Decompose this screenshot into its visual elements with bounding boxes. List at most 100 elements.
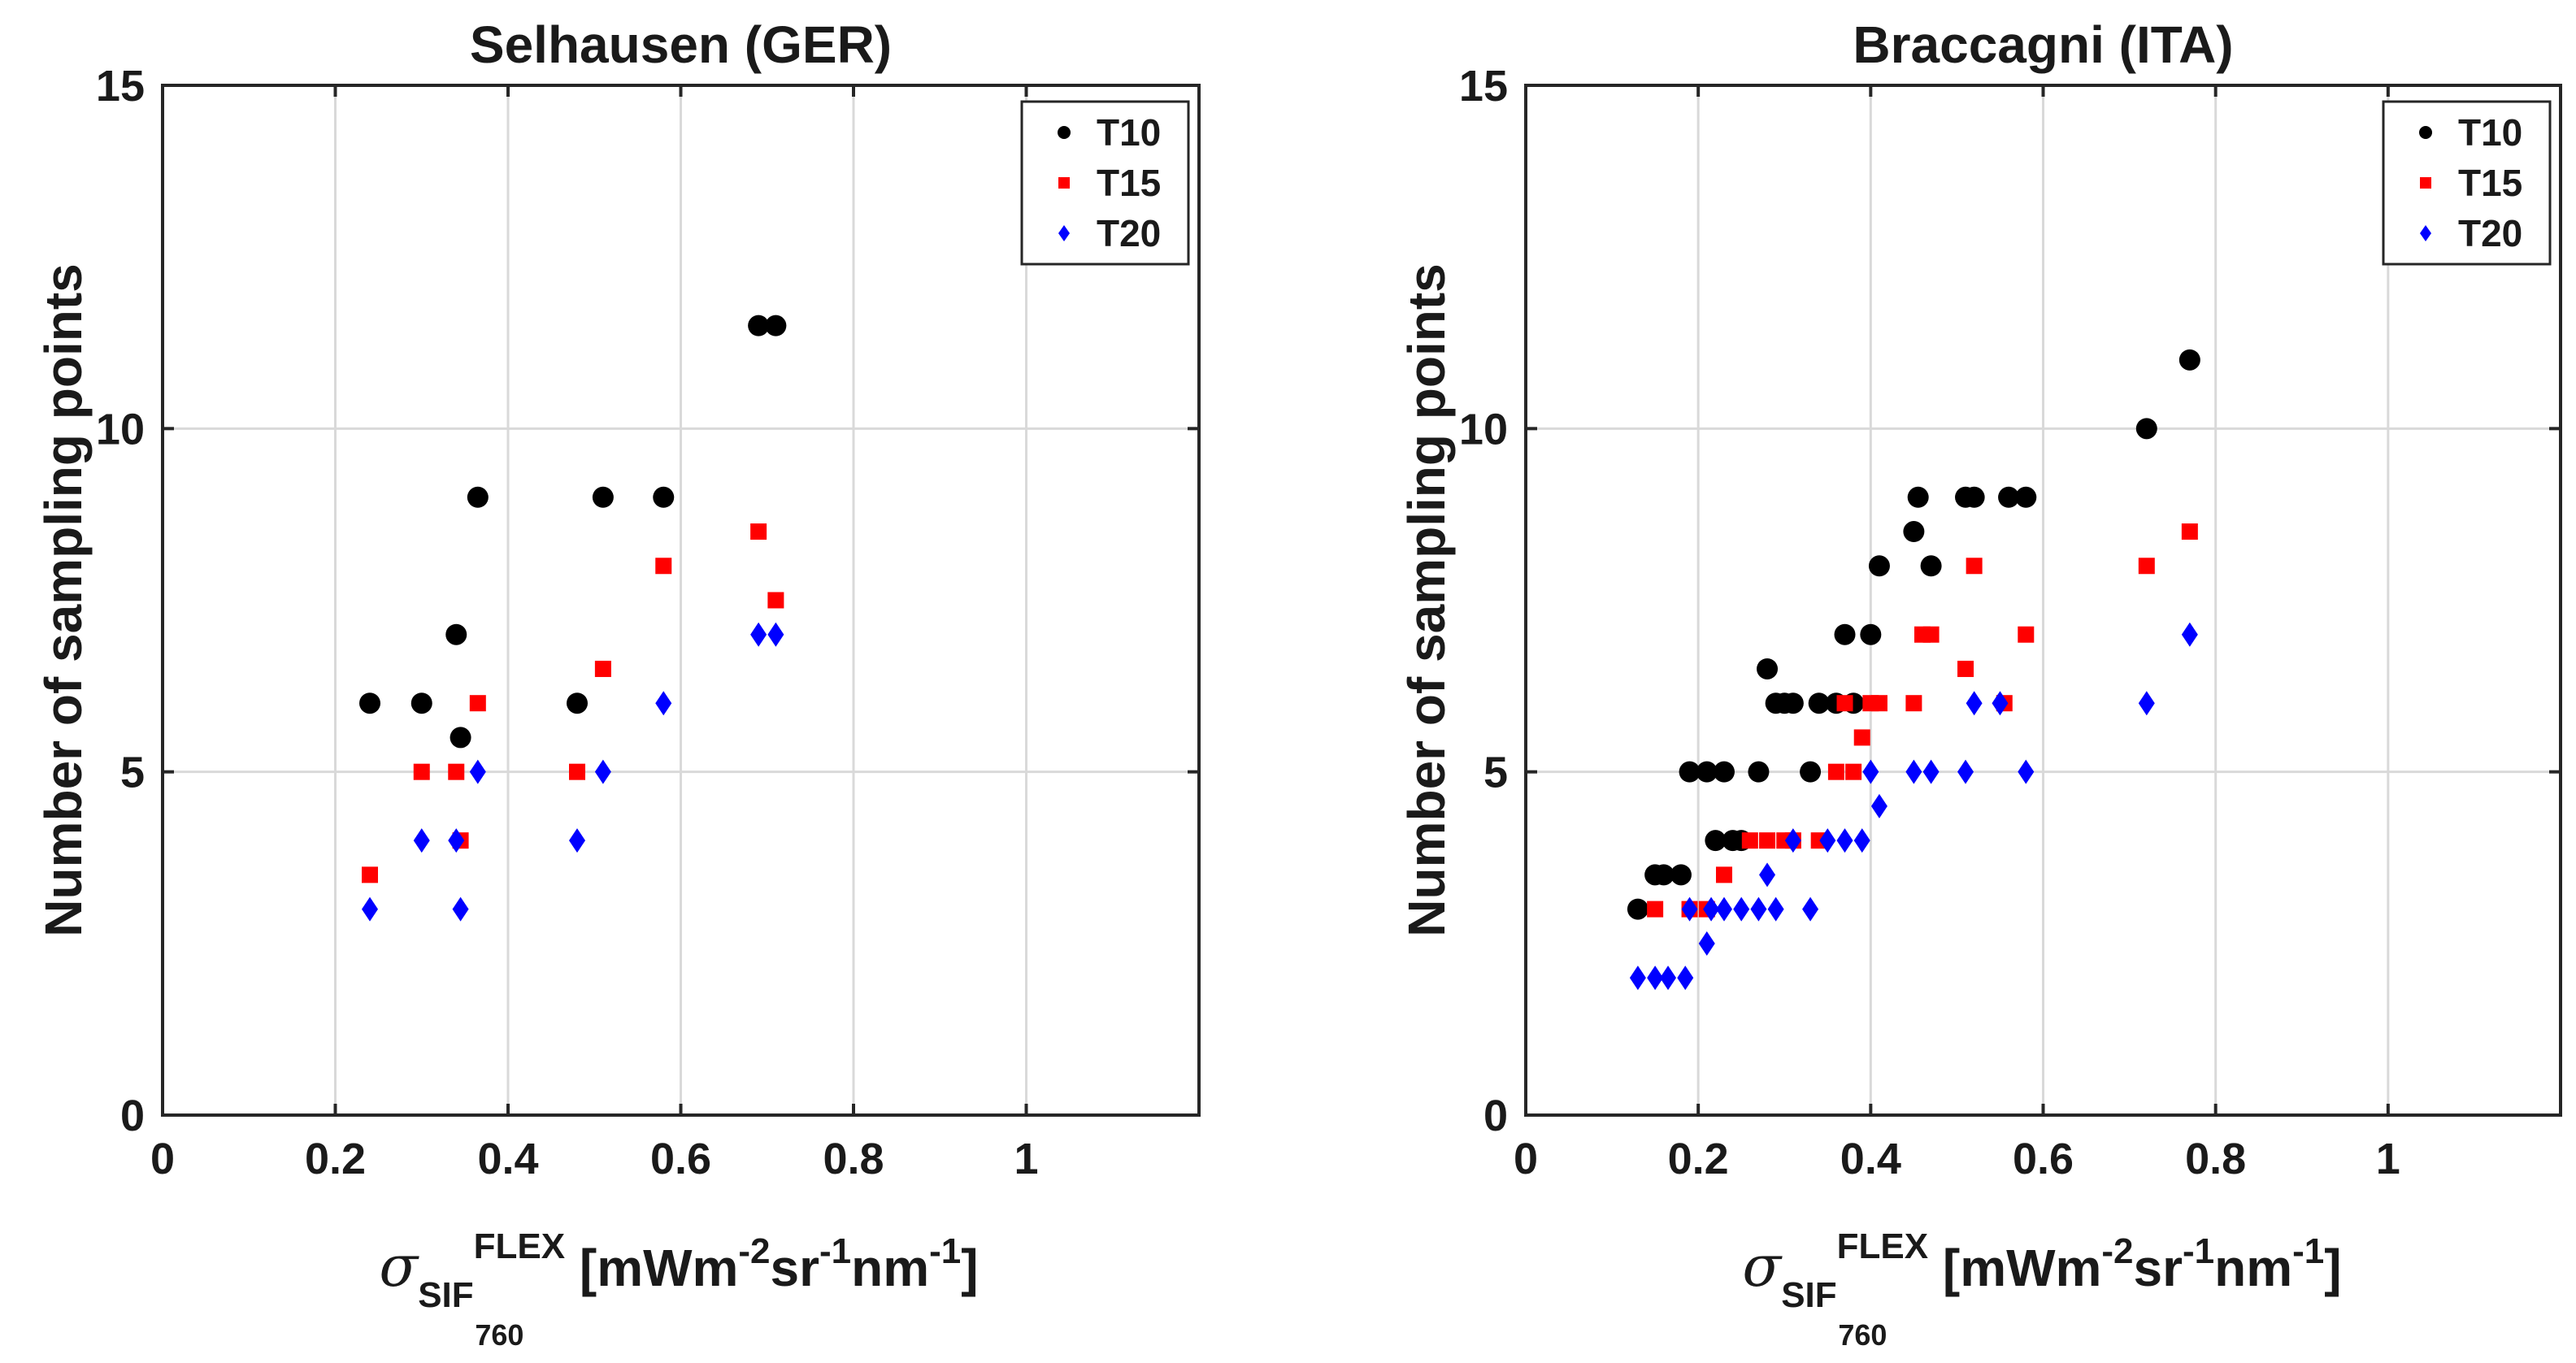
x-label-unit: sr [771,1239,820,1297]
data-point-t15 [569,763,585,780]
data-point-t20 [1681,896,1698,922]
chart-title: Selhausen (GER) [470,15,892,74]
y-tick-label: 5 [120,749,145,797]
x-label-superscript: FLEX [474,1226,565,1266]
x-label-unit: [mWm [1928,1239,2101,1297]
data-point-t15 [594,660,611,677]
y-tick-label: 0 [1483,1092,1508,1140]
data-point-t10 [1679,761,1701,783]
data-point-t20 [1647,966,1664,991]
x-label-unit: [mWm [565,1239,738,1297]
series-t20 [362,622,784,922]
data-point-t20 [2018,759,2035,784]
x-axis-label: σSIFFLEX [mWm-2sr-1nm-1] [379,1226,978,1315]
data-point-t20 [1715,896,1732,922]
data-point-t10 [592,486,614,508]
data-point-t15 [767,592,784,609]
data-point-t10 [1757,658,1779,679]
legend-label-t20: T20 [2458,212,2522,254]
x-label-sigma: σ [379,1233,419,1300]
data-point-t10 [1670,864,1692,886]
data-point-t20 [1750,896,1767,922]
data-point-t15 [1922,626,1940,643]
data-point-t20 [469,759,486,784]
data-point-t10 [1868,555,1890,577]
data-point-t15 [1966,558,1983,575]
data-point-t15 [2181,523,2198,540]
data-point-t20 [1992,691,2009,716]
data-point-t20 [1966,691,1983,716]
legend-marker-t20 [1058,225,1070,241]
x-axis-label: σSIFFLEX [mWm-2sr-1nm-1] [1742,1226,2341,1315]
legend-marker-t15 [2420,177,2431,189]
x-tick-label: 1 [2376,1135,2400,1183]
data-point-t10 [748,315,770,336]
x-tick-label: 0.6 [2013,1135,2074,1183]
legend-box [1020,100,1190,266]
data-point-t10 [653,486,675,508]
x-tick-label: 0 [150,1135,175,1183]
data-point-t10 [1696,761,1718,783]
data-point-t10 [1907,486,1929,508]
data-point-t10 [567,692,588,714]
data-point-t10 [359,692,380,714]
series-t10 [359,315,787,749]
data-point-t15 [1853,729,1870,746]
legend-label-t15: T15 [2458,162,2522,204]
data-point-t15 [655,558,672,575]
data-point-t20 [1629,966,1646,991]
data-point-t10 [1627,898,1649,920]
data-point-t10 [1920,555,1942,577]
data-point-t20 [767,622,784,647]
data-point-t20 [1759,862,1776,888]
x-tick-label: 0 [1514,1135,1538,1183]
series-t20 [1629,622,2198,991]
data-point-t10 [1782,692,1804,714]
data-point-t10 [765,315,787,336]
series-t10 [1627,349,2200,920]
data-point-t10 [1834,623,1856,645]
data-point-t20 [1660,966,1677,991]
data-point-t10 [1653,864,1675,886]
x-label-superscript: FLEX [1837,1226,1928,1266]
data-point-t15 [1957,660,1974,677]
data-point-t20 [1862,759,1879,784]
legend-marker-t20 [2420,225,2431,241]
data-point-t20 [569,828,585,853]
x-label-subscript: SIF [1781,1275,1836,1315]
x-label-unit: nm [851,1239,929,1297]
y-axis-label: Number of sampling points [34,263,93,936]
data-point-t15 [413,763,430,780]
data-point-t10 [2179,349,2200,371]
legend: T10 T15 T20 [2382,100,2552,266]
data-point-t10 [2015,486,2037,508]
data-point-t15 [469,695,486,712]
legend-marker-t15 [1058,177,1070,189]
data-point-t20 [1957,759,1974,784]
legend-label-t20: T20 [1097,212,1161,254]
data-point-t10 [445,623,467,645]
data-point-t10 [1705,830,1727,852]
data-point-t20 [2181,622,2198,647]
x-label-unit: ] [2324,1239,2341,1297]
data-point-t15 [448,763,465,780]
data-point-t10 [1903,521,1925,543]
data-point-t15 [1845,763,1862,780]
data-point-t10 [1713,761,1735,783]
x-label-exponent: -1 [819,1231,851,1271]
data-point-t20 [1836,828,1853,853]
data-point-t20 [655,691,672,716]
y-tick-label: 0 [120,1092,145,1140]
y-tick-label: 15 [96,62,145,111]
data-point-t15 [1836,695,1853,712]
x-tick-label: 0.6 [650,1135,711,1183]
data-point-t20 [1819,828,1836,853]
data-point-t10 [467,486,489,508]
data-point-t20 [750,622,767,647]
x-tick-label: 0.4 [477,1135,538,1183]
data-point-t15 [1827,763,1844,780]
y-tick-label: 5 [1483,749,1508,797]
data-point-t15 [1647,901,1664,918]
y-tick-label: 10 [1459,405,1508,454]
